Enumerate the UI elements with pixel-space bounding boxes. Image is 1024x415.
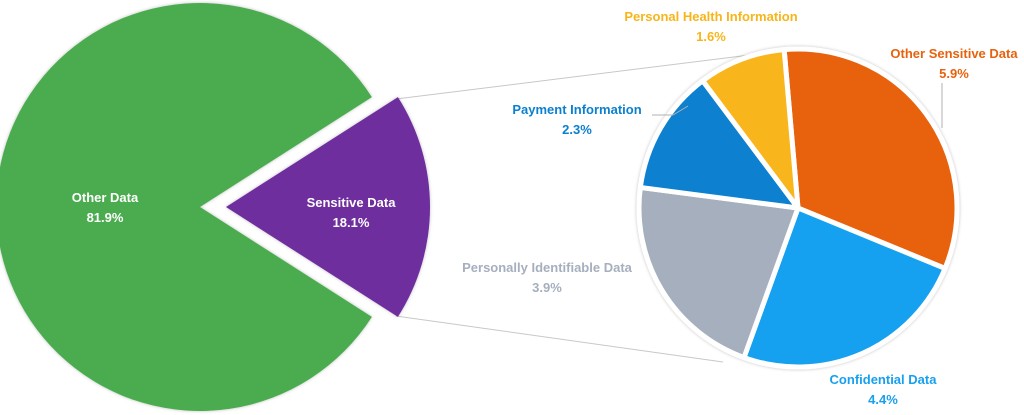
connector-line-top <box>395 47 807 100</box>
value-personally-identifiable-data: 3.9% <box>532 280 562 295</box>
secondary-pie-labels: Personal Health Information 1.6% Other S… <box>462 9 1018 407</box>
label-sensitive-data: Sensitive Data <box>307 195 397 210</box>
label-payment-information: Payment Information <box>512 102 641 117</box>
value-sensitive-data: 18.1% <box>333 215 370 230</box>
slice-personal-health-information <box>700 47 801 211</box>
slice-other-data <box>0 3 372 411</box>
value-other-data: 81.9% <box>87 210 124 225</box>
slice-personally-identifiable-data <box>636 184 801 361</box>
slice-payment-information <box>637 78 801 211</box>
label-other-data: Other Data <box>72 190 139 205</box>
value-other-sensitive-data: 5.9% <box>939 66 969 81</box>
connector-lines <box>395 47 807 363</box>
label-personally-identifiable-data: Personally Identifiable Data <box>462 260 633 275</box>
leader-lines <box>652 83 943 128</box>
slice-sensitive-data <box>226 97 430 317</box>
connector-line-bottom <box>395 315 724 363</box>
secondary-pie <box>636 46 960 370</box>
label-personal-health-information: Personal Health Information <box>624 9 797 24</box>
main-pie <box>0 3 430 411</box>
slice-other-sensitive-data <box>781 46 960 271</box>
value-personal-health-information: 1.6% <box>696 29 726 44</box>
label-other-sensitive-data: Other Sensitive Data <box>890 46 1018 61</box>
slice-confidential-data <box>741 205 948 370</box>
main-pie-labels: Other Data 81.9% Sensitive Data 18.1% <box>72 190 396 230</box>
value-payment-information: 2.3% <box>562 122 592 137</box>
label-confidential-data: Confidential Data <box>830 372 938 387</box>
leader-line-payment <box>652 105 689 116</box>
value-confidential-data: 4.4% <box>868 392 898 407</box>
